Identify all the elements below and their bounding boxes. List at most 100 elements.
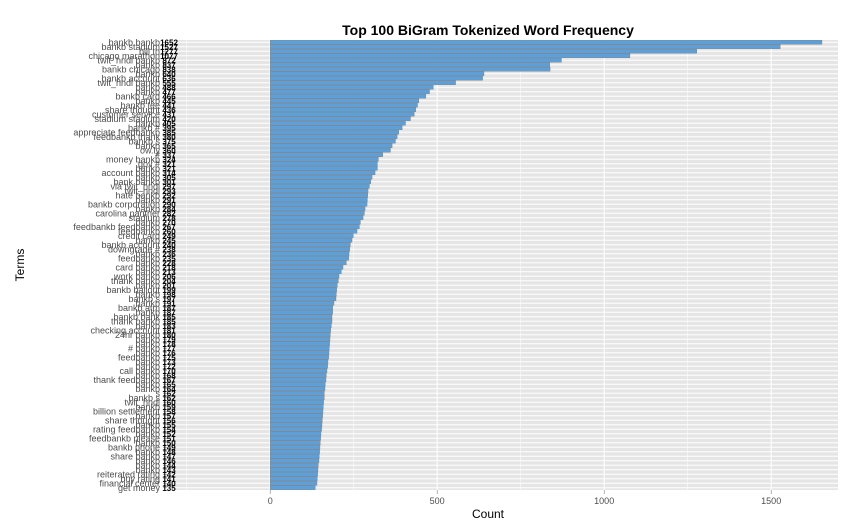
bar <box>270 454 320 459</box>
category-label: bankb fee <box>120 100 160 110</box>
value-label: 170 <box>162 367 176 376</box>
bar <box>270 130 399 135</box>
bar <box>270 143 393 148</box>
category-label: twit_hndl <box>124 397 160 407</box>
value-label: 154 <box>162 425 176 434</box>
bar <box>270 413 323 418</box>
x-tick-label: 1000 <box>594 496 614 506</box>
category-label: call bankb <box>119 366 160 376</box>
category-label: bankb <box>135 420 160 430</box>
value-label: 1527 <box>160 43 178 52</box>
value-label: 213 <box>162 268 176 277</box>
value-label: 872 <box>162 56 176 65</box>
value-label: 204 <box>162 277 176 286</box>
category-label: bankb <box>135 172 160 182</box>
bar <box>270 436 321 441</box>
category-label: hate bankb <box>115 190 160 200</box>
category-label: bankb <box>135 163 160 173</box>
bar <box>270 269 342 274</box>
bar <box>270 53 631 58</box>
value-label: 185 <box>162 313 176 322</box>
value-label: 199 <box>162 286 176 295</box>
category-label: twit_hndl bankb <box>97 78 160 88</box>
category-label: bankb <box>135 384 160 394</box>
bar <box>270 89 430 94</box>
bar <box>270 476 318 481</box>
value-label: 324 <box>162 155 176 164</box>
bar <box>270 377 327 382</box>
bar <box>270 107 417 112</box>
value-label: 181 <box>162 326 176 335</box>
category-label: thank bankb <box>111 316 160 326</box>
value-label: 278 <box>162 214 176 223</box>
value-label: 162 <box>162 389 176 398</box>
category-label: bankb <box>135 460 160 470</box>
category-label: bankb s <box>128 136 160 146</box>
bar <box>270 445 321 450</box>
value-label: 228 <box>162 259 176 268</box>
category-label: thank bankb <box>111 276 160 286</box>
bar <box>270 202 368 207</box>
category-label: bankb s <box>128 294 160 304</box>
bar <box>270 40 823 45</box>
bar <box>270 427 322 432</box>
bar <box>270 139 396 144</box>
bar <box>270 467 319 472</box>
value-label: 477 <box>162 88 176 97</box>
bar <box>270 395 325 400</box>
value-label: 337 <box>162 151 176 160</box>
category-label: bankb <box>135 96 160 106</box>
bar <box>270 382 326 387</box>
value-label: 436 <box>162 106 176 115</box>
category-label: feedbankb <box>118 226 160 236</box>
category-label: account bankb <box>101 168 160 178</box>
category-label: twit_hndl <box>124 186 160 196</box>
category-label: bankb <box>135 195 160 205</box>
value-label: 187 <box>162 308 176 317</box>
bar <box>270 431 322 436</box>
category-label: bankb <box>135 235 160 245</box>
category-label: bankb chicago <box>102 64 160 74</box>
value-label: 147 <box>162 452 176 461</box>
bar <box>270 49 697 54</box>
chart-title: Top 100 BiGram Tokenized Word Frequency <box>342 22 634 38</box>
category-label: bankb <box>135 321 160 331</box>
bar <box>270 85 434 90</box>
value-label: 238 <box>162 245 176 254</box>
category-label: bankb <box>135 82 160 92</box>
value-label: 365 <box>162 142 176 151</box>
category-label: bankb <box>135 87 160 97</box>
value-label: 420 <box>162 115 176 124</box>
bar <box>270 287 337 292</box>
category-label: buy rating <box>120 474 160 484</box>
category-label: bankb <box>135 411 160 421</box>
category-label: bankb <box>135 447 160 457</box>
category-label: bankb <box>135 339 160 349</box>
category-label: bankb account <box>101 240 160 250</box>
x-tick-label: 1500 <box>761 496 781 506</box>
bar <box>270 346 330 351</box>
category-label: bankb bankb <box>108 37 160 47</box>
category-label: bankb <box>135 334 160 344</box>
value-label: 240 <box>162 241 176 250</box>
bar <box>270 463 319 468</box>
value-label: 165 <box>162 380 176 389</box>
value-label: 177 <box>162 344 176 353</box>
value-label: 838 <box>162 65 176 74</box>
value-label: 445 <box>162 97 176 106</box>
category-label: 24hr bankb <box>115 330 160 340</box>
value-label: 149 <box>162 443 176 452</box>
value-label: 305 <box>162 173 176 182</box>
value-label: 151 <box>162 434 176 443</box>
bar <box>270 328 331 333</box>
category-label: bankb <box>135 289 160 299</box>
value-label: 179 <box>162 335 176 344</box>
value-label: 837 <box>162 61 176 70</box>
category-label: customer service <box>92 109 160 119</box>
value-label: 197 <box>162 295 176 304</box>
bar <box>270 400 324 405</box>
category-label: bankb <box>135 357 160 367</box>
category-label: reiterated rating <box>97 469 160 479</box>
bar <box>270 206 366 211</box>
